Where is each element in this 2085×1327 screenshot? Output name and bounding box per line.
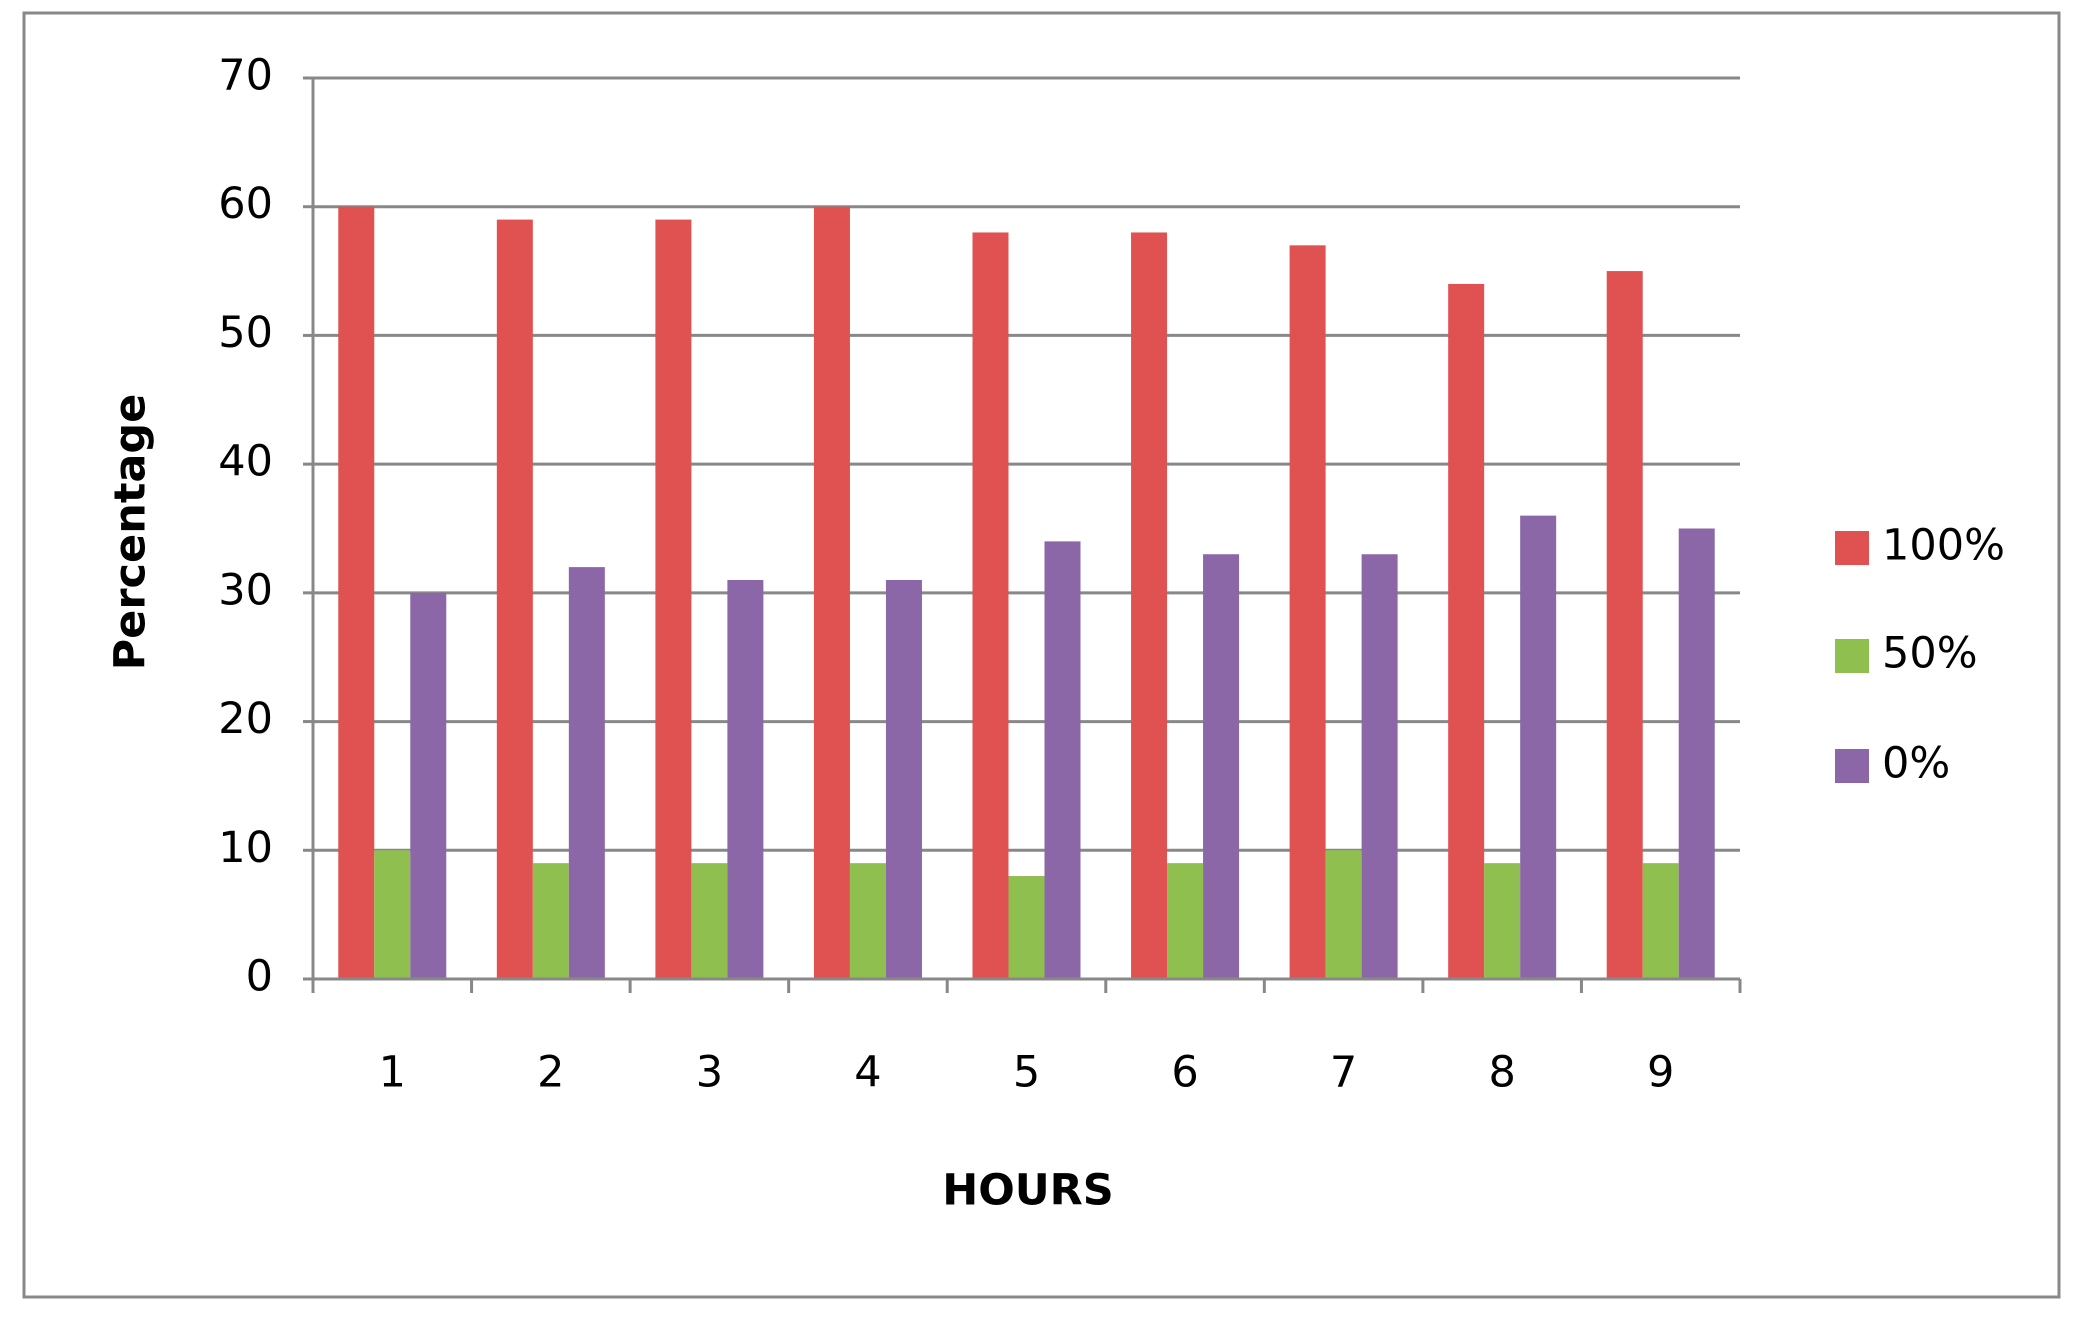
legend-swatch: [1835, 531, 1869, 565]
bar: [1203, 554, 1240, 979]
y-tick-label: 30: [218, 565, 273, 615]
y-tick-label: 60: [218, 179, 273, 229]
bar: [655, 219, 692, 980]
bar: [410, 592, 447, 979]
y-tick-label: 40: [218, 437, 273, 487]
bar: [691, 863, 728, 979]
bar: [374, 850, 411, 979]
bar: [532, 863, 569, 979]
bar: [496, 219, 533, 980]
bar: [849, 863, 886, 979]
bar: [1520, 515, 1557, 979]
bar: [727, 579, 764, 979]
x-tick-label: 8: [1488, 1048, 1515, 1098]
y-tick-label: 0: [246, 952, 273, 1002]
x-tick-label: 1: [379, 1048, 406, 1098]
bar: [1008, 876, 1045, 979]
x-tick-label: 3: [696, 1048, 723, 1098]
bar: [1484, 863, 1521, 979]
y-tick-label: 50: [218, 308, 273, 358]
x-tick-label: 4: [854, 1048, 881, 1098]
bar: [1044, 541, 1081, 979]
x-tick-label: 7: [1330, 1048, 1357, 1098]
bar: [338, 206, 375, 979]
x-tick-label: 5: [1013, 1048, 1040, 1098]
y-axis-label: Percentage: [106, 394, 156, 671]
x-tick-label: 2: [537, 1048, 564, 1098]
bar: [568, 567, 605, 979]
bar: [885, 579, 922, 979]
x-axis-label: HOURS: [942, 1166, 1114, 1216]
y-tick-label: 70: [218, 51, 273, 101]
legend-label: 0%: [1882, 739, 1950, 789]
y-tick-label: 20: [218, 694, 273, 744]
bar: [1678, 528, 1715, 979]
legend-label: 50%: [1882, 629, 1978, 679]
legend-label: 100%: [1882, 521, 2005, 571]
bar: [972, 232, 1009, 979]
x-tick-label: 9: [1647, 1048, 1674, 1098]
bar: [813, 206, 850, 979]
bar: [1606, 271, 1643, 980]
bar: [1325, 850, 1362, 979]
legend-swatch: [1835, 749, 1869, 783]
bar: [1361, 554, 1398, 979]
bar: [1448, 283, 1485, 979]
y-tick-label: 10: [218, 823, 273, 873]
bar: [1642, 863, 1679, 979]
legend-swatch: [1835, 639, 1869, 673]
bar: [1167, 863, 1204, 979]
bar: [1289, 245, 1326, 980]
bar: [1131, 232, 1168, 979]
x-tick-label: 6: [1171, 1048, 1198, 1098]
